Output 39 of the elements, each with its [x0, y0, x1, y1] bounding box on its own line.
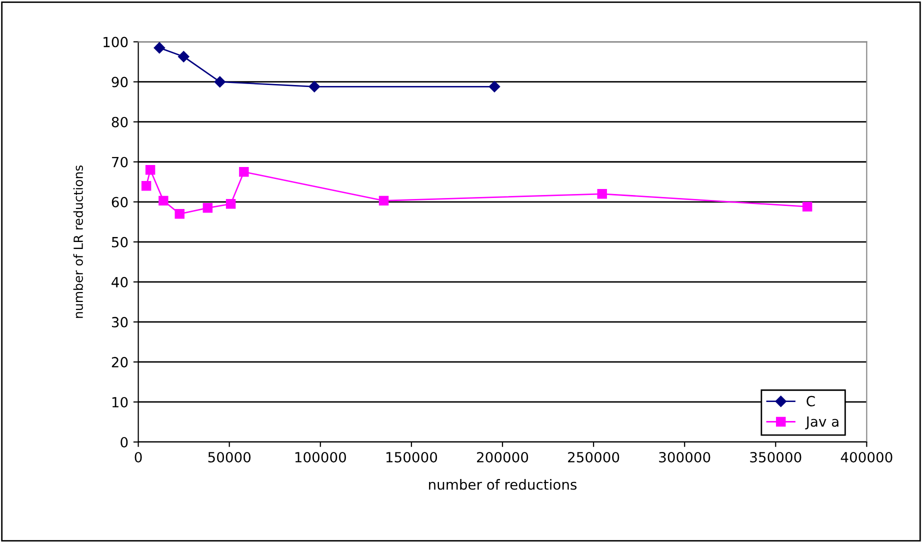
x-tick-label: 200000	[476, 452, 528, 462]
y-tick-label: 70	[112, 156, 128, 168]
x-tick-label: 250000	[568, 452, 620, 462]
point	[154, 42, 166, 54]
y-tick-label: 50	[112, 236, 128, 248]
point	[802, 202, 812, 212]
y-tick-label: 20	[112, 356, 128, 368]
x-tick-label: 150000	[386, 452, 438, 462]
y-tick-label: 60	[112, 196, 128, 208]
x-tick-label: 50000	[208, 452, 251, 462]
point	[158, 196, 168, 206]
x-tick-label: 400000	[840, 452, 892, 462]
y-tick-label: 0	[120, 436, 128, 448]
y-tick-label: 40	[112, 276, 128, 288]
point	[178, 51, 190, 62]
x-tick-label: 0	[134, 452, 142, 462]
point	[488, 81, 500, 92]
point	[141, 181, 152, 191]
y-tick-label: 80	[112, 116, 128, 128]
x-tick-label: 350000	[750, 452, 802, 462]
x-tick-label: 300000	[659, 452, 710, 462]
point	[239, 167, 249, 177]
y-tick-label: 90	[112, 76, 128, 88]
point	[214, 76, 226, 88]
x-tick-label: 100000	[295, 452, 346, 462]
point	[226, 199, 236, 209]
point	[145, 165, 156, 175]
y-axis-title: number of LR reductions	[73, 165, 83, 318]
y-tick-label: 100	[104, 36, 128, 48]
y-tick-label: 10	[112, 396, 128, 408]
point	[308, 81, 320, 92]
y-tick-label: 30	[112, 316, 128, 328]
x-axis-title: number of reductions	[429, 479, 577, 490]
point	[378, 196, 389, 206]
point	[202, 203, 213, 213]
legend-label: C	[806, 396, 815, 406]
point	[174, 209, 184, 219]
legend-label: Jav a	[805, 416, 838, 430]
point	[597, 189, 607, 199]
